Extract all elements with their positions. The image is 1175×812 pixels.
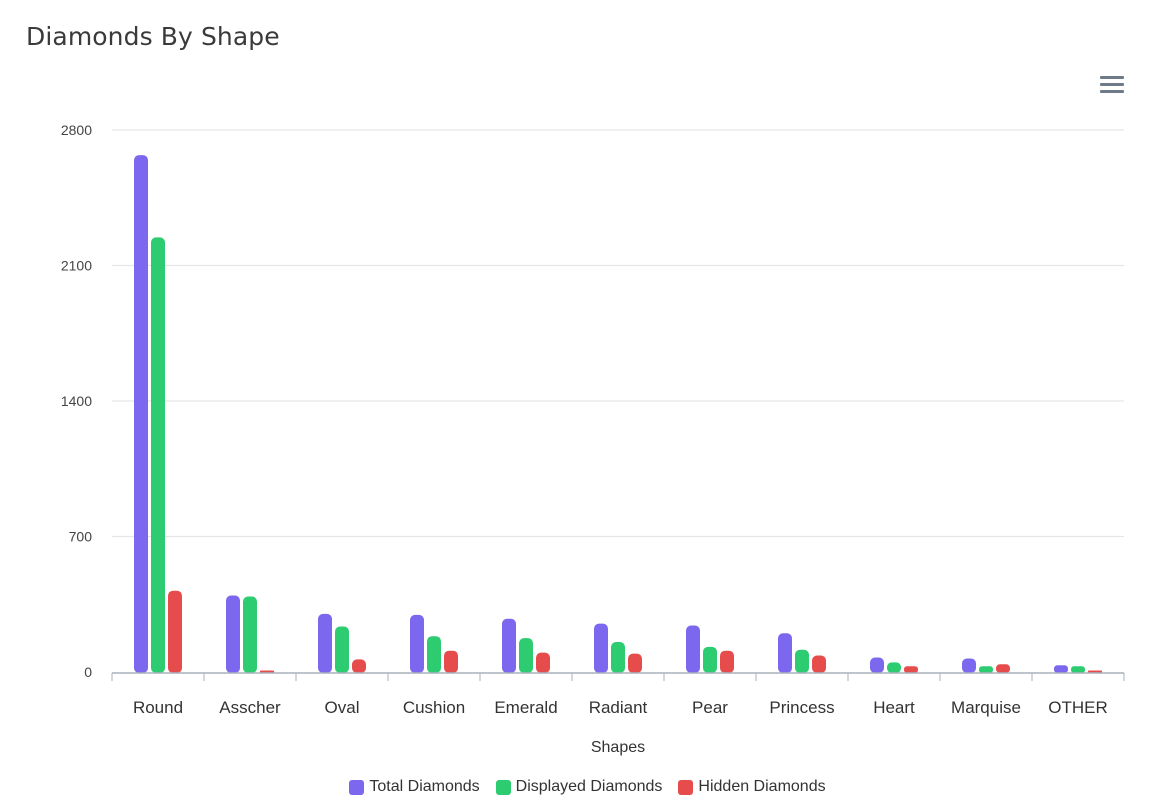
bar-displayed-diamonds (519, 638, 533, 673)
legend-swatch (678, 779, 694, 795)
legend-swatch (349, 779, 365, 795)
bar-displayed-diamonds (611, 641, 625, 673)
bar-chart: 0 700 1400 2100 2800 Round Asscher Oval Cushion… (61, 122, 1125, 756)
bar-hidden-diamonds (168, 590, 182, 673)
legend-item[interactable]: Total Diamonds (349, 778, 480, 796)
y-axis-ticks: 0 700 1400 2100 2800 (61, 122, 92, 680)
legend-swatch (495, 779, 511, 795)
bar-displayed-diamonds (1071, 666, 1085, 673)
bar-displayed-diamonds (151, 237, 165, 674)
category-label: Oval (325, 698, 360, 717)
category-label: Princess (769, 698, 834, 717)
gridlines (112, 129, 1124, 538)
bar-total-diamonds (962, 658, 976, 673)
legend-item[interactable]: Hidden Diamonds (678, 778, 826, 796)
category-label: Asscher (219, 698, 281, 717)
bar-displayed-diamonds (335, 626, 349, 673)
bar-hidden-diamonds (812, 655, 826, 673)
bar-hidden-diamonds (444, 650, 458, 673)
x-axis (111, 672, 1125, 681)
legend-label: Hidden Diamonds (698, 778, 826, 795)
category-label: Round (133, 698, 183, 717)
category-label: Emerald (494, 698, 557, 717)
y-tick-label: 0 (84, 664, 92, 680)
category-label: Heart (873, 698, 915, 717)
bar-total-diamonds (686, 625, 700, 673)
x-axis-title: Shapes (591, 739, 645, 756)
bar-hidden-diamonds (996, 664, 1010, 673)
bars (134, 155, 1102, 674)
bar-total-diamonds (502, 618, 516, 673)
category-labels: Round Asscher Oval Cushion Emerald Radiant Pea… (133, 698, 1108, 717)
y-tick-label: 700 (69, 529, 93, 545)
bar-hidden-diamonds (628, 653, 642, 673)
bar-total-diamonds (226, 595, 240, 673)
bar-total-diamonds (594, 623, 608, 673)
legend-label: Displayed Diamonds (515, 778, 663, 795)
chart-title: Diamonds By Shape (26, 22, 280, 51)
category-label: OTHER (1048, 698, 1108, 717)
bar-total-diamonds (778, 633, 792, 673)
category-label: Marquise (951, 698, 1021, 717)
bar-total-diamonds (870, 657, 884, 673)
bar-total-diamonds (1054, 665, 1068, 673)
y-tick-label: 2800 (61, 122, 92, 138)
bar-total-diamonds (410, 614, 424, 673)
bar-displayed-diamonds (703, 646, 717, 673)
bar-hidden-diamonds (536, 652, 550, 673)
hamburger-menu-icon[interactable] (1100, 76, 1124, 96)
category-label: Pear (692, 698, 728, 717)
category-label: Radiant (589, 698, 648, 717)
bar-hidden-diamonds (720, 650, 734, 673)
bar-displayed-diamonds (795, 649, 809, 673)
bar-total-diamonds (134, 155, 148, 673)
bar-displayed-diamonds (887, 662, 901, 673)
bar-displayed-diamonds (979, 666, 993, 673)
bar-displayed-diamonds (243, 596, 257, 673)
y-tick-label: 1400 (61, 393, 92, 409)
bar-displayed-diamonds (427, 636, 441, 673)
y-tick-label: 2100 (61, 258, 92, 274)
bar-hidden-diamonds (904, 666, 918, 673)
category-label: Cushion (403, 698, 465, 717)
legend-label: Total Diamonds (369, 778, 480, 795)
bar-hidden-diamonds (352, 659, 366, 673)
legend: Total Diamonds Displayed Diamonds Hidden D… (0, 778, 1175, 796)
bar-total-diamonds (318, 613, 332, 673)
legend-item[interactable]: Displayed Diamonds (495, 778, 663, 796)
